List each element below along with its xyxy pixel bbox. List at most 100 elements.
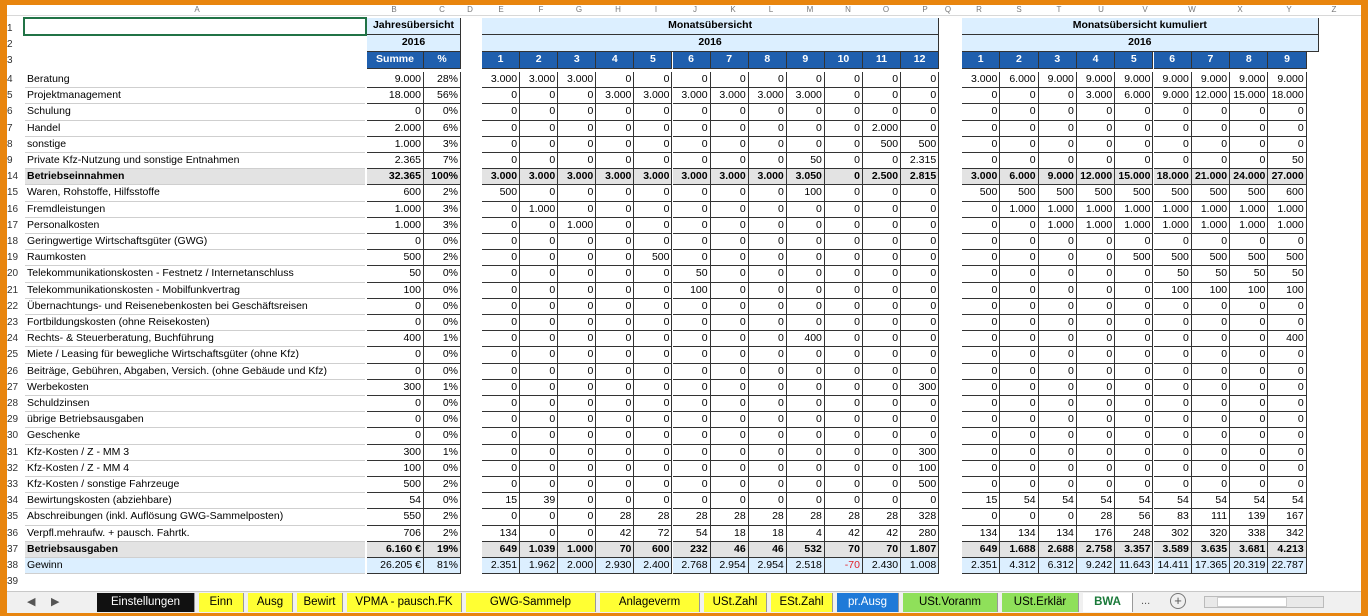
month-value-cell[interactable]: 0 — [901, 250, 940, 267]
column-letter[interactable]: E — [498, 5, 504, 14]
column-letter[interactable]: G — [575, 5, 583, 14]
column-letter[interactable]: B — [391, 5, 397, 14]
month-value-cell[interactable]: 0 — [901, 72, 940, 89]
month-value-cell[interactable]: 0 — [520, 363, 559, 380]
month-value-cell[interactable]: 3.000 — [596, 88, 635, 105]
month-value-cell[interactable]: 0 — [710, 412, 749, 429]
sheet-tab[interactable]: VPMA - pausch.FK — [347, 593, 462, 612]
cumulative-value-cell[interactable]: 21.000 — [1191, 169, 1231, 186]
month-value-cell[interactable]: 70 — [824, 541, 863, 558]
cumulative-value-cell[interactable]: 0 — [962, 315, 1001, 332]
cumulative-value-cell[interactable]: 1.000 — [1191, 217, 1231, 234]
month-value-cell[interactable]: 0 — [786, 347, 825, 364]
cumulative-value-cell[interactable]: 0 — [962, 298, 1001, 315]
cumulative-value-cell[interactable]: 0 — [1268, 363, 1307, 380]
month-value-cell[interactable]: 0 — [482, 201, 521, 218]
cumulative-value-cell[interactable]: 0 — [1038, 136, 1077, 153]
month-value-cell[interactable]: 2.315 — [901, 153, 940, 170]
column-letter[interactable]: T — [1056, 5, 1062, 14]
month-value-cell[interactable]: 0 — [786, 266, 825, 283]
month-value-cell[interactable]: 28 — [824, 509, 863, 526]
month-value-cell[interactable]: 0 — [710, 477, 749, 494]
cumulative-value-cell[interactable]: 0 — [1000, 315, 1039, 332]
month-value-cell[interactable]: 28 — [786, 509, 825, 526]
row-number[interactable]: 19 — [7, 252, 19, 264]
month-value-cell[interactable]: 0 — [901, 298, 940, 315]
cumulative-value-cell[interactable]: 0 — [1153, 298, 1192, 315]
cumulative-value-cell[interactable]: 50 — [1268, 153, 1307, 170]
month-value-cell[interactable]: 0 — [786, 428, 825, 445]
cumulative-value-cell[interactable]: 2.758 — [1076, 541, 1116, 558]
month-value-cell[interactable]: 0 — [558, 477, 597, 494]
cumulative-value-cell[interactable]: 12.000 — [1076, 169, 1116, 186]
cumulative-value-cell[interactable]: 0 — [1000, 509, 1039, 526]
month-value-cell[interactable]: 0 — [824, 120, 863, 137]
month-value-cell[interactable]: 0 — [520, 104, 559, 121]
month-value-cell[interactable]: 0 — [710, 217, 749, 234]
cumulative-value-cell[interactable]: 500 — [1115, 185, 1154, 202]
cumulative-value-cell[interactable]: 0 — [962, 363, 1001, 380]
month-value-cell[interactable]: 0 — [520, 234, 559, 251]
row-label[interactable]: Telekommunikationskosten - Festnetz / In… — [25, 266, 365, 283]
month-value-cell[interactable]: 0 — [520, 315, 559, 332]
column-letter[interactable]: V — [1142, 5, 1148, 14]
month-value-cell[interactable]: 0 — [482, 396, 521, 413]
percent-cell[interactable]: 56% — [424, 88, 461, 105]
month-value-cell[interactable]: 0 — [558, 104, 597, 121]
cumulative-value-cell[interactable]: 0 — [1230, 136, 1269, 153]
month-value-cell[interactable]: 0 — [596, 347, 635, 364]
month-value-cell[interactable]: 0 — [482, 266, 521, 283]
month-value-cell[interactable]: 0 — [901, 88, 940, 105]
month-value-cell[interactable]: 0 — [558, 379, 597, 396]
month-value-cell[interactable]: 0 — [672, 201, 711, 218]
month-value-cell[interactable]: 0 — [710, 347, 749, 364]
month-value-cell[interactable]: 0 — [634, 185, 673, 202]
month-value-cell[interactable]: 0 — [672, 185, 711, 202]
month-value-cell[interactable]: 0 — [672, 347, 711, 364]
percent-cell[interactable]: 6% — [424, 120, 461, 137]
sum-cell[interactable]: 300 — [367, 444, 424, 461]
month-value-cell[interactable]: 0 — [748, 477, 787, 494]
month-header[interactable]: 6 — [672, 52, 711, 69]
month-value-cell[interactable]: 649 — [482, 541, 521, 558]
month-value-cell[interactable]: 28 — [634, 509, 673, 526]
month-value-cell[interactable]: 0 — [596, 396, 635, 413]
cumulative-value-cell[interactable]: 1.000 — [1038, 217, 1077, 234]
row-label[interactable]: Kfz-Kosten / sonstige Fahrzeuge — [25, 477, 365, 494]
month-value-cell[interactable]: 0 — [748, 72, 787, 89]
cumulative-value-cell[interactable]: 0 — [1268, 412, 1307, 429]
cumulative-value-cell[interactable]: 1.000 — [1230, 201, 1269, 218]
cumulative-month-header[interactable]: 6 — [1153, 52, 1192, 69]
row-number[interactable]: 15 — [7, 187, 19, 199]
cumulative-value-cell[interactable]: 0 — [1230, 315, 1269, 332]
month-value-cell[interactable]: 0 — [748, 153, 787, 170]
month-value-cell[interactable]: 0 — [863, 428, 902, 445]
cumulative-value-cell[interactable]: 6.312 — [1038, 558, 1077, 575]
month-value-cell[interactable]: 0 — [482, 234, 521, 251]
sum-cell[interactable]: 600 — [367, 185, 424, 202]
cumulative-value-cell[interactable]: 27.000 — [1268, 169, 1307, 186]
month-value-cell[interactable]: 0 — [824, 379, 863, 396]
cumulative-value-cell[interactable]: 500 — [1268, 250, 1307, 267]
cumulative-value-cell[interactable]: 54 — [1076, 493, 1116, 510]
month-value-cell[interactable]: 0 — [520, 379, 559, 396]
row-label[interactable]: Rechts- & Steuerberatung, Buchführung — [25, 331, 365, 348]
percent-cell[interactable]: 0% — [424, 460, 461, 477]
month-value-cell[interactable]: 0 — [824, 444, 863, 461]
month-value-cell[interactable]: 0 — [824, 460, 863, 477]
month-value-cell[interactable]: 0 — [596, 185, 635, 202]
cumulative-value-cell[interactable]: 0 — [1230, 363, 1269, 380]
cumulative-value-cell[interactable]: 0 — [1115, 315, 1154, 332]
month-value-cell[interactable]: 0 — [710, 444, 749, 461]
cumulative-value-cell[interactable]: 0 — [1038, 250, 1077, 267]
month-value-cell[interactable]: 0 — [901, 493, 940, 510]
cumulative-value-cell[interactable]: 0 — [1230, 396, 1269, 413]
row-number[interactable]: 33 — [7, 479, 19, 490]
month-value-cell[interactable]: 0 — [863, 363, 902, 380]
month-value-cell[interactable]: 0 — [520, 331, 559, 348]
cumulative-year[interactable]: 2016 — [962, 35, 1319, 52]
month-value-cell[interactable]: 0 — [748, 298, 787, 315]
cumulative-value-cell[interactable]: 15 — [962, 493, 1001, 510]
cumulative-value-cell[interactable]: 14.411 — [1153, 558, 1192, 575]
month-value-cell[interactable]: 0 — [863, 266, 902, 283]
